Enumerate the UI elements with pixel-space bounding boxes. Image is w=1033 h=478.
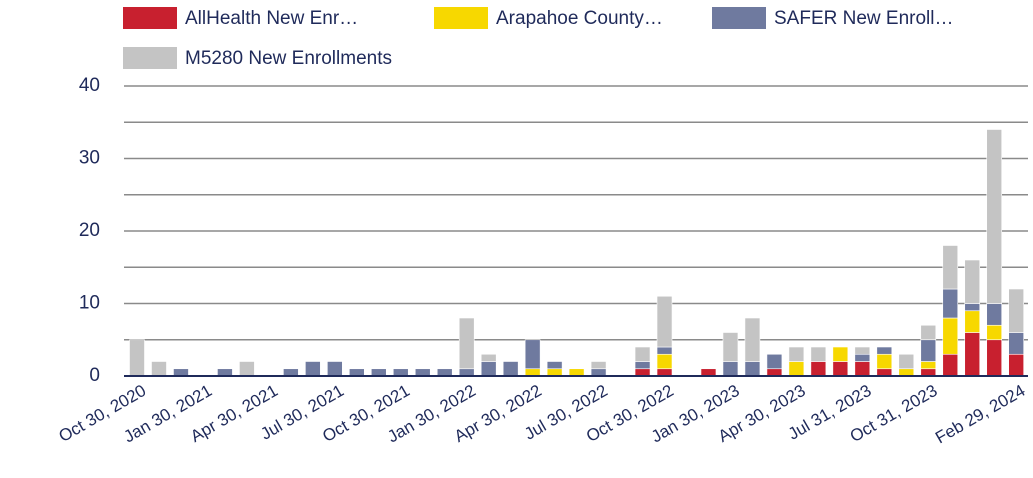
bar-segment [524, 368, 541, 377]
bar-segment [942, 317, 959, 355]
bar-segment [1008, 332, 1025, 355]
bar-segment [700, 368, 717, 377]
legend-label: SAFER New Enroll… [774, 8, 954, 29]
bar-segment [964, 332, 981, 377]
bar-segment [480, 361, 497, 377]
bar-segment [788, 346, 805, 362]
bar-segment [327, 361, 343, 377]
legend-swatch [123, 47, 177, 69]
legend-label: Arapahoe County… [496, 8, 663, 29]
bar-segment [854, 346, 871, 355]
bar-segment [458, 368, 475, 377]
bar-segment [810, 346, 827, 362]
y-tick-label: 10 [79, 293, 100, 314]
bar-segment [634, 346, 651, 362]
bar-segment [810, 361, 827, 377]
bar-segment [656, 346, 673, 355]
bar-segment [656, 368, 673, 377]
legend-swatch [123, 7, 177, 29]
bar-segment [722, 332, 739, 362]
bar-segment [766, 353, 783, 370]
bar-segment [656, 295, 673, 348]
x-tick-label: Feb 29, 2024 [932, 381, 1028, 448]
bar-segment [524, 339, 541, 370]
y-tick-label: 40 [79, 75, 100, 96]
bar-segment [1008, 288, 1025, 333]
bar-segment [876, 368, 893, 377]
legend-label: AllHealth New Enr… [185, 8, 358, 29]
bar-segment [546, 361, 563, 370]
bar-segment [986, 303, 1003, 326]
bar-segment [964, 310, 981, 333]
bar-segment [920, 361, 937, 370]
bar-segment [348, 368, 365, 377]
bar-segment [986, 129, 1003, 304]
legend-label: M5280 New Enrollments [185, 48, 392, 69]
bar-segment [788, 361, 805, 377]
bar-segment [964, 259, 981, 304]
bar-segment [370, 368, 387, 377]
bar-segment [744, 361, 761, 377]
bar-segment [964, 303, 981, 312]
bar-segment [942, 288, 959, 319]
y-tick-label: 30 [79, 148, 100, 169]
bar-segment [480, 353, 497, 362]
bar-segment [239, 361, 255, 377]
bar-segment [766, 368, 783, 377]
bar-segment [986, 324, 1003, 341]
bar-segment [722, 361, 739, 377]
bar-segment [1008, 353, 1025, 377]
bar-segment [832, 361, 849, 377]
bar-segment [898, 368, 915, 377]
bar-segment [832, 346, 849, 362]
legend-swatch [434, 7, 488, 29]
bar-segment [217, 368, 233, 377]
bar-segment [305, 361, 321, 377]
bar-segment [920, 324, 937, 341]
bar-segment [414, 368, 431, 377]
legend-swatch [712, 7, 766, 29]
bar-segment [436, 368, 453, 377]
bar-segment [568, 368, 585, 377]
bar-segment [283, 368, 299, 377]
bar-segment [986, 339, 1003, 377]
bar-segment [151, 361, 167, 377]
y-tick-label: 20 [79, 220, 100, 241]
bar-segment [656, 353, 673, 370]
bar-segment [876, 353, 893, 370]
bar-segment [546, 368, 563, 377]
bar-segment [854, 353, 871, 362]
bar-segment [590, 368, 607, 377]
bar-segment [590, 361, 607, 370]
bar-segment [920, 368, 937, 377]
bar-segment [502, 361, 519, 377]
bar-segment [458, 317, 475, 370]
bar-segment [942, 245, 959, 290]
bar-segment [898, 353, 915, 370]
bar-segment [876, 346, 893, 355]
bar-segment [634, 361, 651, 370]
bar-segment [942, 353, 959, 377]
bar-segment [129, 339, 145, 377]
y-tick-label: 0 [89, 365, 100, 386]
bar-segment [744, 317, 761, 362]
bar-segment [634, 368, 651, 377]
bar-segment [173, 368, 189, 377]
bar-segment [854, 361, 871, 377]
bar-segment [920, 339, 937, 362]
bar-segment [392, 368, 409, 377]
